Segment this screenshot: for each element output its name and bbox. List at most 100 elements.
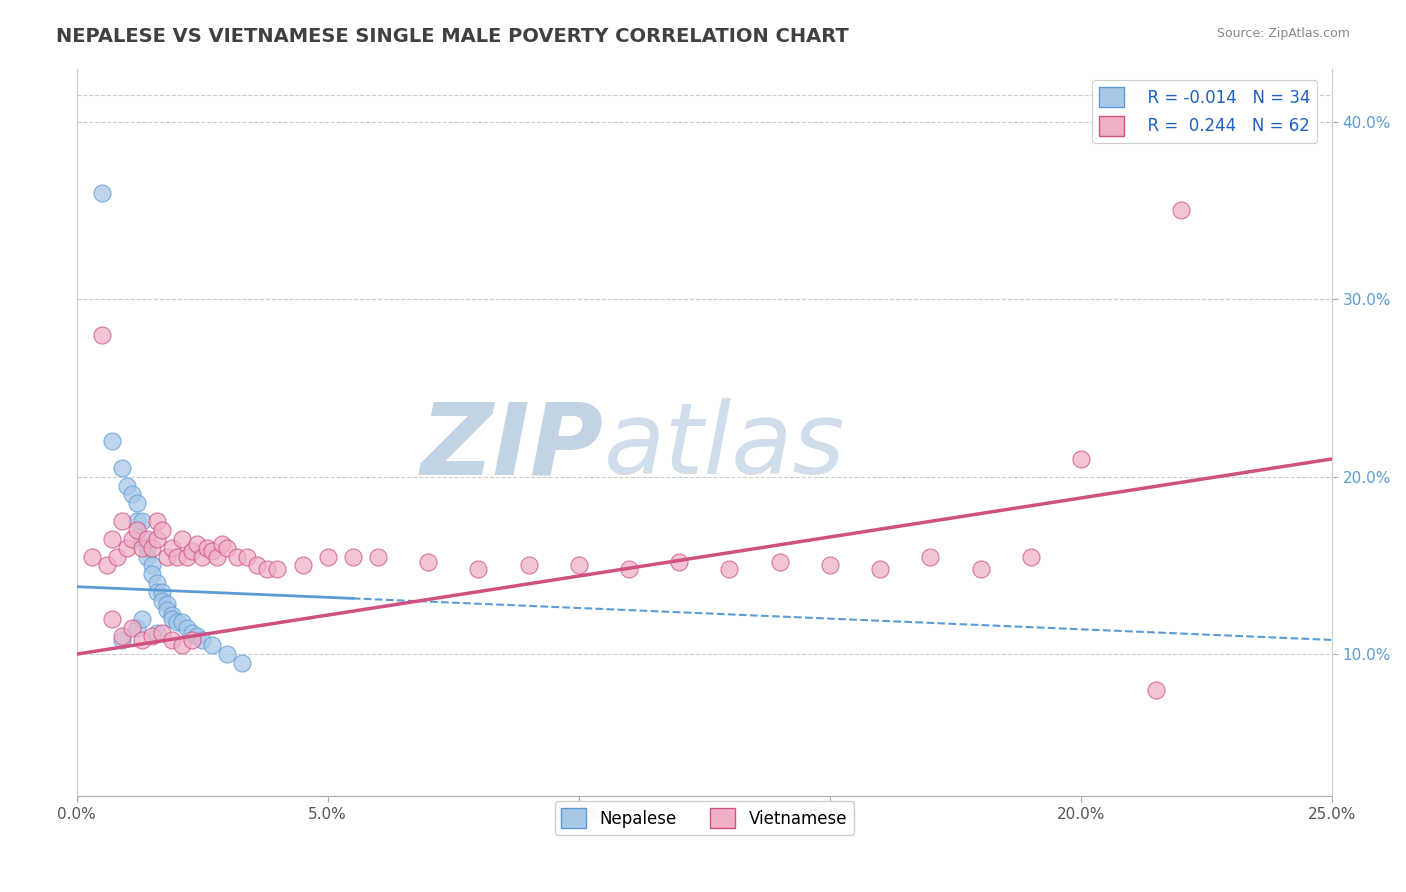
- Point: [211, 537, 233, 551]
- Point: [150, 594, 173, 608]
- Point: [342, 549, 364, 564]
- Point: [80, 549, 103, 564]
- Point: [367, 549, 389, 564]
- Point: [115, 541, 138, 555]
- Point: [1019, 549, 1042, 564]
- Point: [131, 532, 153, 546]
- Point: [195, 541, 218, 555]
- Point: [1070, 451, 1092, 466]
- Point: [90, 186, 112, 200]
- Point: [125, 496, 148, 510]
- Point: [256, 562, 278, 576]
- Point: [125, 514, 148, 528]
- Point: [105, 549, 128, 564]
- Text: atlas: atlas: [603, 399, 845, 495]
- Point: [246, 558, 269, 573]
- Point: [217, 647, 239, 661]
- Point: [100, 612, 122, 626]
- Point: [416, 555, 439, 569]
- Point: [869, 562, 891, 576]
- Point: [121, 620, 143, 634]
- Point: [181, 625, 204, 640]
- Point: [316, 549, 339, 564]
- Point: [170, 615, 193, 630]
- Point: [186, 629, 208, 643]
- Point: [100, 434, 122, 449]
- Point: [111, 460, 134, 475]
- Point: [131, 612, 153, 626]
- Point: [236, 549, 259, 564]
- Point: [135, 541, 157, 555]
- Point: [1144, 682, 1167, 697]
- Text: ZIP: ZIP: [420, 399, 603, 495]
- Point: [920, 549, 942, 564]
- Point: [176, 620, 198, 634]
- Point: [181, 544, 204, 558]
- Point: [205, 549, 228, 564]
- Point: [150, 523, 173, 537]
- Point: [150, 585, 173, 599]
- Point: [231, 656, 253, 670]
- Point: [135, 549, 157, 564]
- Point: [201, 544, 224, 558]
- Point: [100, 532, 122, 546]
- Point: [111, 629, 134, 643]
- Point: [160, 608, 183, 623]
- Point: [186, 537, 208, 551]
- Point: [517, 558, 540, 573]
- Point: [115, 478, 138, 492]
- Point: [617, 562, 640, 576]
- Text: NEPALESE VS VIETNAMESE SINGLE MALE POVERTY CORRELATION CHART: NEPALESE VS VIETNAMESE SINGLE MALE POVER…: [56, 27, 849, 45]
- Point: [125, 620, 148, 634]
- Point: [1170, 203, 1192, 218]
- Point: [141, 558, 163, 573]
- Point: [818, 558, 841, 573]
- Point: [135, 532, 157, 546]
- Point: [176, 549, 198, 564]
- Point: [111, 514, 134, 528]
- Point: [156, 549, 179, 564]
- Point: [146, 585, 169, 599]
- Point: [141, 541, 163, 555]
- Point: [191, 549, 214, 564]
- Point: [170, 532, 193, 546]
- Point: [191, 632, 214, 647]
- Point: [121, 532, 143, 546]
- Point: [111, 632, 134, 647]
- Point: [150, 625, 173, 640]
- Point: [131, 632, 153, 647]
- Point: [156, 603, 179, 617]
- Point: [146, 514, 169, 528]
- Point: [668, 555, 690, 569]
- Point: [201, 638, 224, 652]
- Point: [181, 632, 204, 647]
- Point: [156, 598, 179, 612]
- Point: [146, 625, 169, 640]
- Point: [90, 327, 112, 342]
- Point: [160, 541, 183, 555]
- Point: [718, 562, 741, 576]
- Point: [266, 562, 288, 576]
- Point: [769, 555, 792, 569]
- Point: [131, 541, 153, 555]
- Point: [467, 562, 489, 576]
- Point: [291, 558, 314, 573]
- Point: [226, 549, 249, 564]
- Point: [166, 615, 188, 630]
- Point: [160, 612, 183, 626]
- Point: [146, 576, 169, 591]
- Point: [96, 558, 118, 573]
- Legend: Nepalese, Vietnamese: Nepalese, Vietnamese: [555, 801, 853, 835]
- Point: [969, 562, 991, 576]
- Point: [141, 629, 163, 643]
- Point: [166, 549, 188, 564]
- Point: [170, 638, 193, 652]
- Point: [217, 541, 239, 555]
- Point: [141, 567, 163, 582]
- Point: [160, 632, 183, 647]
- Point: [121, 487, 143, 501]
- Point: [568, 558, 591, 573]
- Point: [131, 514, 153, 528]
- Point: [146, 532, 169, 546]
- Point: [125, 523, 148, 537]
